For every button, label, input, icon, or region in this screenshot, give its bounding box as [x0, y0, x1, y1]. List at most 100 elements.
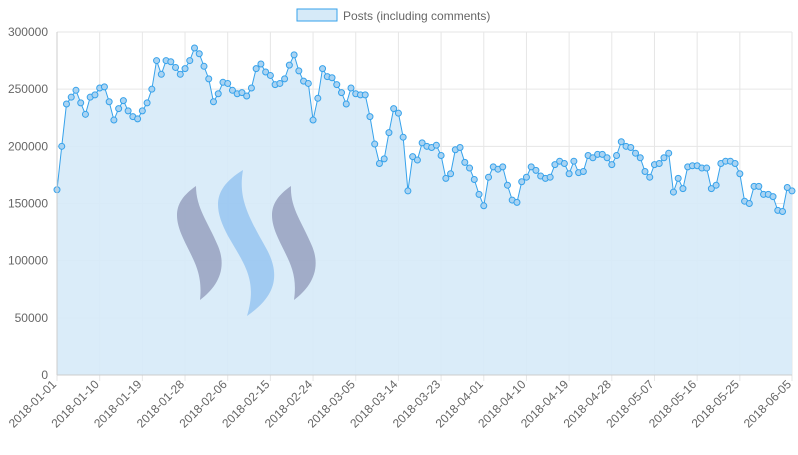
data-point[interactable]	[67, 93, 75, 101]
data-point[interactable]	[77, 99, 85, 107]
data-point[interactable]	[579, 167, 587, 175]
data-point[interactable]	[91, 91, 99, 99]
data-point[interactable]	[366, 113, 374, 121]
data-point[interactable]	[333, 81, 341, 89]
data-point[interactable]	[399, 133, 407, 141]
legend[interactable]: Posts (including comments)	[296, 8, 490, 23]
data-point[interactable]	[660, 154, 668, 162]
data-point[interactable]	[437, 151, 445, 159]
data-point[interactable]	[565, 170, 573, 178]
data-point[interactable]	[589, 154, 597, 162]
data-point[interactable]	[632, 149, 640, 157]
data-point[interactable]	[413, 156, 421, 164]
data-point[interactable]	[276, 79, 284, 87]
data-point[interactable]	[228, 86, 236, 94]
data-point[interactable]	[788, 187, 796, 195]
data-point[interactable]	[134, 115, 142, 123]
data-point[interactable]	[470, 175, 478, 183]
data-point[interactable]	[456, 143, 464, 151]
data-point[interactable]	[252, 65, 260, 73]
data-point[interactable]	[613, 151, 621, 159]
data-point[interactable]	[176, 70, 184, 78]
data-point[interactable]	[409, 153, 417, 161]
data-point[interactable]	[404, 187, 412, 195]
data-point[interactable]	[679, 185, 687, 193]
data-point[interactable]	[205, 75, 213, 83]
data-point[interactable]	[105, 98, 113, 106]
data-point[interactable]	[532, 166, 540, 174]
data-point[interactable]	[167, 58, 175, 66]
data-point[interactable]	[262, 68, 270, 76]
data-point[interactable]	[707, 185, 715, 193]
data-point[interactable]	[153, 57, 161, 65]
data-point[interactable]	[281, 75, 289, 83]
data-point[interactable]	[736, 170, 744, 178]
data-point[interactable]	[100, 83, 108, 91]
data-point[interactable]	[181, 65, 189, 73]
data-point[interactable]	[636, 154, 644, 162]
data-point[interactable]	[731, 159, 739, 167]
data-point[interactable]	[608, 161, 616, 169]
data-point[interactable]	[570, 157, 578, 165]
data-point[interactable]	[485, 173, 493, 181]
data-point[interactable]	[475, 190, 483, 198]
data-point[interactable]	[62, 100, 70, 108]
data-point[interactable]	[380, 155, 388, 163]
data-point[interactable]	[148, 85, 156, 93]
data-point[interactable]	[390, 105, 398, 113]
data-point[interactable]	[603, 154, 611, 162]
data-point[interactable]	[224, 79, 232, 87]
data-point[interactable]	[238, 89, 246, 97]
data-point[interactable]	[309, 116, 317, 124]
data-point[interactable]	[466, 164, 474, 172]
data-point[interactable]	[138, 107, 146, 115]
data-point[interactable]	[110, 116, 118, 124]
data-point[interactable]	[295, 67, 303, 75]
data-point[interactable]	[375, 159, 383, 167]
legend-label[interactable]: Posts (including comments)	[343, 9, 490, 23]
data-point[interactable]	[361, 91, 369, 99]
data-point[interactable]	[394, 109, 402, 117]
data-point[interactable]	[157, 70, 165, 78]
data-point[interactable]	[342, 100, 350, 108]
data-point[interactable]	[513, 198, 521, 206]
data-point[interactable]	[172, 63, 180, 71]
data-point[interactable]	[290, 51, 298, 59]
data-point[interactable]	[674, 174, 682, 182]
data-point[interactable]	[115, 105, 123, 113]
data-point[interactable]	[627, 143, 635, 151]
data-point[interactable]	[119, 97, 127, 105]
data-point[interactable]	[518, 178, 526, 186]
data-point[interactable]	[191, 44, 199, 52]
data-point[interactable]	[266, 71, 274, 79]
data-point[interactable]	[385, 129, 393, 137]
data-point[interactable]	[755, 182, 763, 190]
data-point[interactable]	[551, 161, 559, 169]
data-point[interactable]	[285, 61, 293, 69]
data-point[interactable]	[499, 163, 507, 171]
data-point[interactable]	[195, 50, 203, 58]
data-point[interactable]	[58, 142, 66, 150]
data-point[interactable]	[745, 200, 753, 207]
data-point[interactable]	[646, 173, 654, 181]
data-point[interactable]	[72, 86, 80, 94]
data-point[interactable]	[338, 89, 346, 97]
data-point[interactable]	[209, 98, 217, 106]
data-point[interactable]	[655, 159, 663, 167]
data-point[interactable]	[560, 159, 568, 167]
data-point[interactable]	[257, 60, 265, 68]
data-point[interactable]	[503, 181, 511, 189]
data-point[interactable]	[779, 208, 787, 215]
data-point[interactable]	[641, 167, 649, 175]
data-point[interactable]	[703, 164, 711, 172]
data-point[interactable]	[783, 183, 791, 191]
data-point[interactable]	[546, 173, 554, 181]
data-point[interactable]	[347, 84, 355, 92]
data-point[interactable]	[447, 170, 455, 178]
data-point[interactable]	[527, 163, 535, 171]
data-point[interactable]	[461, 158, 469, 166]
data-point[interactable]	[143, 99, 151, 107]
data-point[interactable]	[319, 65, 327, 73]
legend-swatch[interactable]	[296, 8, 338, 22]
data-point[interactable]	[214, 90, 222, 98]
